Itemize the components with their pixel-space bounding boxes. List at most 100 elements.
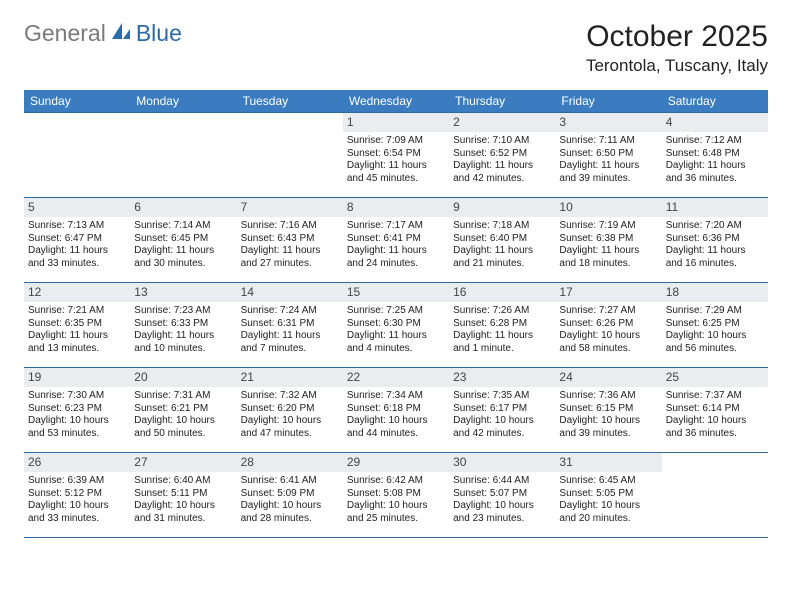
day-number: 8 <box>343 198 449 217</box>
day-number: 25 <box>662 368 768 387</box>
page-location: Terontola, Tuscany, Italy <box>586 56 768 76</box>
daylight-text-2: and 47 minutes. <box>241 428 339 441</box>
day-cell: 21Sunrise: 7:32 AMSunset: 6:20 PMDayligh… <box>237 368 343 452</box>
daylight-text-2: and 24 minutes. <box>347 258 445 271</box>
week-row: 19Sunrise: 7:30 AMSunset: 6:23 PMDayligh… <box>24 367 768 452</box>
day-number: 12 <box>24 283 130 302</box>
day-number: 23 <box>449 368 555 387</box>
day-number: 24 <box>555 368 661 387</box>
daylight-text-1: Daylight: 10 hours <box>28 500 126 513</box>
daylight-text-2: and 36 minutes. <box>666 173 764 186</box>
daylight-text-1: Daylight: 11 hours <box>134 245 232 258</box>
day-cell: 9Sunrise: 7:18 AMSunset: 6:40 PMDaylight… <box>449 198 555 282</box>
day-cell: 12Sunrise: 7:21 AMSunset: 6:35 PMDayligh… <box>24 283 130 367</box>
daylight-text-1: Daylight: 10 hours <box>559 415 657 428</box>
day-cell <box>24 113 130 197</box>
calendar-page: General Blue October 2025 Terontola, Tus… <box>0 0 792 612</box>
daylight-text-1: Daylight: 10 hours <box>453 415 551 428</box>
day-number: 31 <box>555 453 661 472</box>
sunrise-text: Sunrise: 7:09 AM <box>347 135 445 148</box>
daylight-text-1: Daylight: 11 hours <box>347 160 445 173</box>
weekday-header-cell: Wednesday <box>343 90 449 112</box>
sunset-text: Sunset: 6:25 PM <box>666 318 764 331</box>
day-cell: 4Sunrise: 7:12 AMSunset: 6:48 PMDaylight… <box>662 113 768 197</box>
daylight-text-2: and 56 minutes. <box>666 343 764 356</box>
day-cell: 17Sunrise: 7:27 AMSunset: 6:26 PMDayligh… <box>555 283 661 367</box>
day-body: Sunrise: 7:30 AMSunset: 6:23 PMDaylight:… <box>24 387 130 444</box>
sunset-text: Sunset: 6:50 PM <box>559 148 657 161</box>
day-cell: 29Sunrise: 6:42 AMSunset: 5:08 PMDayligh… <box>343 453 449 537</box>
sunrise-text: Sunrise: 7:27 AM <box>559 305 657 318</box>
daylight-text-1: Daylight: 11 hours <box>453 330 551 343</box>
day-body: Sunrise: 6:40 AMSunset: 5:11 PMDaylight:… <box>130 472 236 529</box>
daylight-text-1: Daylight: 10 hours <box>134 500 232 513</box>
sunrise-text: Sunrise: 7:26 AM <box>453 305 551 318</box>
day-number: 17 <box>555 283 661 302</box>
daylight-text-2: and 18 minutes. <box>559 258 657 271</box>
sunset-text: Sunset: 6:28 PM <box>453 318 551 331</box>
daylight-text-1: Daylight: 11 hours <box>28 245 126 258</box>
sunset-text: Sunset: 6:33 PM <box>134 318 232 331</box>
daylight-text-2: and 45 minutes. <box>347 173 445 186</box>
sunset-text: Sunset: 6:52 PM <box>453 148 551 161</box>
sunset-text: Sunset: 6:15 PM <box>559 403 657 416</box>
daylight-text-1: Daylight: 11 hours <box>134 330 232 343</box>
daylight-text-1: Daylight: 10 hours <box>347 500 445 513</box>
daylight-text-1: Daylight: 11 hours <box>241 330 339 343</box>
day-number: 1 <box>343 113 449 132</box>
daylight-text-1: Daylight: 10 hours <box>453 500 551 513</box>
sunrise-text: Sunrise: 6:40 AM <box>134 475 232 488</box>
day-body: Sunrise: 7:35 AMSunset: 6:17 PMDaylight:… <box>449 387 555 444</box>
day-cell: 3Sunrise: 7:11 AMSunset: 6:50 PMDaylight… <box>555 113 661 197</box>
day-body: Sunrise: 7:37 AMSunset: 6:14 PMDaylight:… <box>662 387 768 444</box>
daylight-text-2: and 28 minutes. <box>241 513 339 526</box>
day-cell: 20Sunrise: 7:31 AMSunset: 6:21 PMDayligh… <box>130 368 236 452</box>
day-body: Sunrise: 7:25 AMSunset: 6:30 PMDaylight:… <box>343 302 449 359</box>
sunrise-text: Sunrise: 7:21 AM <box>28 305 126 318</box>
day-cell <box>662 453 768 537</box>
daylight-text-1: Daylight: 10 hours <box>666 330 764 343</box>
day-number: 11 <box>662 198 768 217</box>
sunrise-text: Sunrise: 7:30 AM <box>28 390 126 403</box>
day-number: 14 <box>237 283 343 302</box>
day-body: Sunrise: 6:42 AMSunset: 5:08 PMDaylight:… <box>343 472 449 529</box>
sunrise-text: Sunrise: 7:10 AM <box>453 135 551 148</box>
daylight-text-2: and 1 minute. <box>453 343 551 356</box>
day-number: 3 <box>555 113 661 132</box>
sunrise-text: Sunrise: 6:45 AM <box>559 475 657 488</box>
weekday-header-cell: Saturday <box>662 90 768 112</box>
daylight-text-2: and 21 minutes. <box>453 258 551 271</box>
daylight-text-2: and 25 minutes. <box>347 513 445 526</box>
sunset-text: Sunset: 6:21 PM <box>134 403 232 416</box>
day-number: 5 <box>24 198 130 217</box>
day-body: Sunrise: 7:12 AMSunset: 6:48 PMDaylight:… <box>662 132 768 189</box>
day-number: 27 <box>130 453 236 472</box>
sunrise-text: Sunrise: 7:36 AM <box>559 390 657 403</box>
daylight-text-2: and 16 minutes. <box>666 258 764 271</box>
day-body: Sunrise: 7:24 AMSunset: 6:31 PMDaylight:… <box>237 302 343 359</box>
day-cell: 13Sunrise: 7:23 AMSunset: 6:33 PMDayligh… <box>130 283 236 367</box>
day-body: Sunrise: 7:14 AMSunset: 6:45 PMDaylight:… <box>130 217 236 274</box>
daylight-text-1: Daylight: 10 hours <box>241 500 339 513</box>
sunrise-text: Sunrise: 7:23 AM <box>134 305 232 318</box>
day-number: 26 <box>24 453 130 472</box>
sunset-text: Sunset: 6:48 PM <box>666 148 764 161</box>
day-number: 20 <box>130 368 236 387</box>
sunset-text: Sunset: 6:47 PM <box>28 233 126 246</box>
day-body: Sunrise: 7:27 AMSunset: 6:26 PMDaylight:… <box>555 302 661 359</box>
sunset-text: Sunset: 6:45 PM <box>134 233 232 246</box>
daylight-text-1: Daylight: 10 hours <box>28 415 126 428</box>
day-body: Sunrise: 6:44 AMSunset: 5:07 PMDaylight:… <box>449 472 555 529</box>
logo-text-general: General <box>24 20 106 47</box>
day-cell: 5Sunrise: 7:13 AMSunset: 6:47 PMDaylight… <box>24 198 130 282</box>
day-cell: 10Sunrise: 7:19 AMSunset: 6:38 PMDayligh… <box>555 198 661 282</box>
day-body: Sunrise: 7:16 AMSunset: 6:43 PMDaylight:… <box>237 217 343 274</box>
day-body: Sunrise: 7:19 AMSunset: 6:38 PMDaylight:… <box>555 217 661 274</box>
week-row: 1Sunrise: 7:09 AMSunset: 6:54 PMDaylight… <box>24 112 768 197</box>
day-cell: 7Sunrise: 7:16 AMSunset: 6:43 PMDaylight… <box>237 198 343 282</box>
daylight-text-2: and 23 minutes. <box>453 513 551 526</box>
weekday-header-cell: Friday <box>555 90 661 112</box>
day-cell <box>237 113 343 197</box>
day-body: Sunrise: 6:41 AMSunset: 5:09 PMDaylight:… <box>237 472 343 529</box>
day-cell: 31Sunrise: 6:45 AMSunset: 5:05 PMDayligh… <box>555 453 661 537</box>
